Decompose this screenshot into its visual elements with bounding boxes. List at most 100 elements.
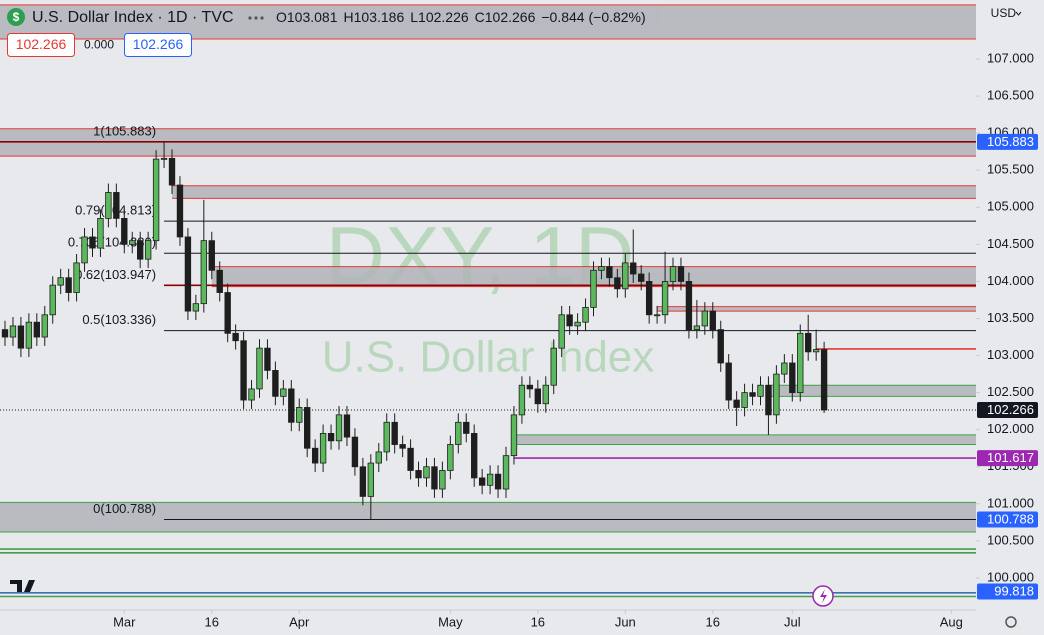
candle-body — [494, 473, 502, 490]
candle-body — [534, 388, 542, 405]
candle-body — [582, 306, 589, 323]
x-tick-label: 16 — [706, 614, 720, 629]
candle-body — [343, 414, 351, 438]
candle-body — [33, 321, 41, 338]
candle-body — [590, 269, 597, 308]
candle-body — [248, 388, 255, 401]
alert-bolt[interactable] — [820, 589, 827, 603]
y-tick-label: 103.000 — [987, 347, 1034, 362]
price-tag — [977, 583, 1038, 600]
fib-label: 1(105.883) — [93, 123, 156, 138]
logo[interactable] — [10, 580, 35, 592]
header: $ U.S. Dollar Index · 1D · TVC O103.081 H… — [7, 6, 1022, 57]
ohlc-letter: C — [475, 9, 485, 25]
candle-body — [526, 384, 534, 390]
candle-body — [518, 384, 526, 416]
candle-body — [208, 240, 215, 271]
candle-body — [383, 421, 390, 453]
price-tag-label: 99.818 — [994, 583, 1034, 598]
y-tick-label: 107.000 — [987, 50, 1034, 65]
candle-body — [781, 362, 788, 375]
candle-body — [812, 349, 820, 353]
price-tag-label: 102.266 — [987, 402, 1034, 417]
currency-chevron[interactable] — [1015, 11, 1022, 16]
candle-body — [717, 329, 724, 364]
price-tag-label: 100.788 — [987, 511, 1034, 526]
ohlc-low: 102.226 — [418, 9, 469, 25]
candle-body — [463, 421, 470, 434]
candle-body — [311, 447, 319, 464]
zone — [0, 502, 976, 533]
candle-body — [240, 340, 247, 401]
y-tick-label: 104.500 — [987, 236, 1034, 251]
candle-body — [415, 470, 422, 479]
buy-box[interactable] — [124, 33, 192, 57]
ohlc-values: O103.081 H103.186 L102.226 C102.266 −0.844 (… — [276, 9, 646, 25]
axis-layer: 107.000106.500106.000105.500105.000104.5… — [0, 50, 1038, 629]
candle-body — [49, 284, 56, 316]
candle-body — [701, 310, 709, 327]
candle-body — [73, 262, 80, 293]
y-tick-label: 100.000 — [987, 569, 1034, 584]
candle-body — [391, 421, 398, 445]
candle-body — [749, 392, 756, 397]
candle-body — [773, 373, 780, 416]
buy-price[interactable]: 102.266 — [133, 36, 184, 52]
ohlc-letter: O — [276, 9, 287, 25]
candle-body — [200, 240, 208, 305]
candle-body — [566, 314, 573, 327]
candle-body — [97, 218, 104, 249]
spread: 0.000 — [84, 38, 114, 52]
candle-body — [296, 407, 303, 423]
candle-body — [693, 325, 701, 331]
zone — [657, 306, 976, 312]
candle-body — [25, 321, 33, 349]
candle-body — [160, 157, 168, 160]
x-tick-label: 16 — [531, 614, 545, 629]
x-tick-label: Jun — [615, 614, 636, 629]
series-layer — [1, 141, 828, 520]
y-tick-label: 102.500 — [987, 384, 1034, 399]
candle-body — [431, 466, 438, 490]
candle-body — [41, 314, 48, 338]
candle-body — [797, 332, 804, 394]
dot — [260, 16, 264, 20]
candle-body — [478, 477, 486, 486]
candle-body — [550, 347, 557, 386]
candle-body — [447, 444, 454, 471]
candle-body — [725, 362, 732, 401]
fib-label: 0.62(103.947) — [75, 267, 156, 282]
dot — [248, 16, 252, 20]
fib-label: 0(100.788) — [93, 501, 156, 516]
candle-body — [17, 325, 25, 349]
candle-body — [232, 332, 239, 342]
candle-body — [375, 451, 382, 464]
candle-body — [184, 236, 192, 312]
symbol-icon-glyph: $ — [13, 10, 20, 24]
ohlc-high: 103.186 — [354, 9, 405, 25]
candle-body — [168, 157, 176, 186]
candle-body — [622, 262, 629, 290]
candle-body — [304, 407, 311, 449]
settings-icon[interactable] — [1005, 616, 1017, 628]
candle-body — [407, 447, 414, 471]
price-tag-label: 101.617 — [987, 450, 1034, 465]
candle-body — [216, 269, 223, 293]
fib-label: 0.5(103.336) — [82, 312, 156, 327]
candle-body — [176, 184, 184, 238]
sell-price[interactable]: 102.266 — [16, 36, 67, 52]
candle-body — [820, 349, 828, 411]
candle-body — [319, 433, 327, 464]
candle-body — [638, 273, 645, 282]
candle-body — [423, 466, 430, 479]
candle-body — [733, 399, 740, 408]
zone — [768, 385, 976, 397]
candle-body — [359, 466, 367, 497]
sell-box[interactable] — [7, 33, 75, 57]
x-tick-label: Apr — [289, 614, 310, 629]
candle-body — [65, 277, 72, 293]
currency[interactable]: USD — [991, 6, 1017, 20]
candle-body — [471, 433, 478, 479]
